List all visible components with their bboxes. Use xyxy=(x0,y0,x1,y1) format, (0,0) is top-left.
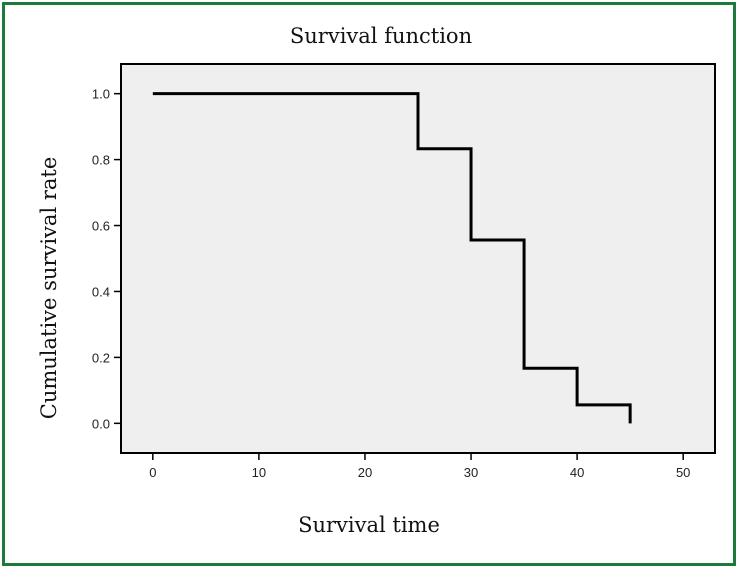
y-tick-label: 0.2 xyxy=(92,350,110,365)
x-tick-label: 0 xyxy=(149,465,156,480)
x-tick-label: 50 xyxy=(676,465,690,480)
x-tick-label: 10 xyxy=(252,465,266,480)
y-tick-label: 0.0 xyxy=(92,416,110,431)
y-tick-label: 0.4 xyxy=(92,284,110,299)
survival-step-line xyxy=(152,92,632,424)
y-axis-label: Cumulative survival rate xyxy=(37,157,61,420)
x-axis: 0 10 20 30 40 50 xyxy=(149,453,690,480)
x-tick-label: 30 xyxy=(464,465,478,480)
y-tick-label: 0.8 xyxy=(92,153,110,168)
x-tick-label: 20 xyxy=(358,465,372,480)
y-tick-label: 1.0 xyxy=(92,87,110,102)
x-tick-label: 40 xyxy=(570,465,584,480)
chart-title: Survival function xyxy=(290,24,472,48)
y-axis: 0.0 0.2 0.4 0.6 0.8 1.0 xyxy=(92,87,121,431)
x-axis-label: Survival time xyxy=(298,513,440,537)
y-tick-label: 0.6 xyxy=(92,219,110,234)
